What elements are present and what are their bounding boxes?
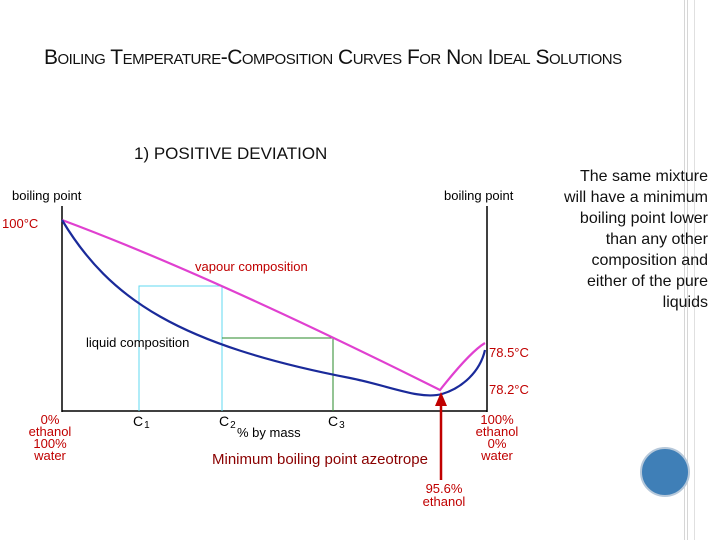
right-comp-0: 100% <box>480 412 514 427</box>
left-comp-1: ethanol <box>29 424 72 439</box>
c1-c2-tie-lines <box>138 285 223 411</box>
arrow-head-icon <box>435 392 447 406</box>
right-temp-lower: 78.2°C <box>489 382 529 397</box>
liquid-label: liquid composition <box>86 335 189 350</box>
side-description: The same mixture will have a minimum boi… <box>563 168 708 311</box>
slide-frame-line <box>694 0 695 540</box>
left-comp-2: 100% <box>33 436 67 451</box>
left-top-temp: 100°C <box>2 216 38 231</box>
x-axis-label: % by mass <box>237 425 301 440</box>
azeotrope-caption: Minimum boiling point azeotrope <box>212 451 428 468</box>
right-comp-2: 0% <box>488 436 507 451</box>
azeotrope-percent: 95.6% <box>426 481 463 496</box>
marker-c3: C3 <box>328 413 345 431</box>
left-comp-3: water <box>33 448 66 463</box>
vapour-curve <box>61 218 486 392</box>
marker-c1: C1 <box>133 413 150 431</box>
right-temp-upper: 78.5°C <box>489 345 529 360</box>
slide-title: Boiling Temperature-Composition Curves F… <box>44 46 622 69</box>
right-comp-1: ethanol <box>476 424 519 439</box>
left-comp-0: 0% <box>41 412 60 427</box>
slide-subtitle: 1) POSITIVE DEVIATION <box>134 144 328 163</box>
vapour-label: vapour composition <box>195 259 308 274</box>
liquid-curve <box>61 219 487 397</box>
azeotrope-substance: ethanol <box>423 494 466 509</box>
decorative-circle <box>640 447 690 497</box>
left-axis-label: boiling point <box>12 188 82 203</box>
marker-c2: C2 <box>219 413 236 431</box>
right-comp-3: water <box>480 448 513 463</box>
right-axis-label: boiling point <box>444 188 514 203</box>
slide-frame-line <box>684 0 688 540</box>
